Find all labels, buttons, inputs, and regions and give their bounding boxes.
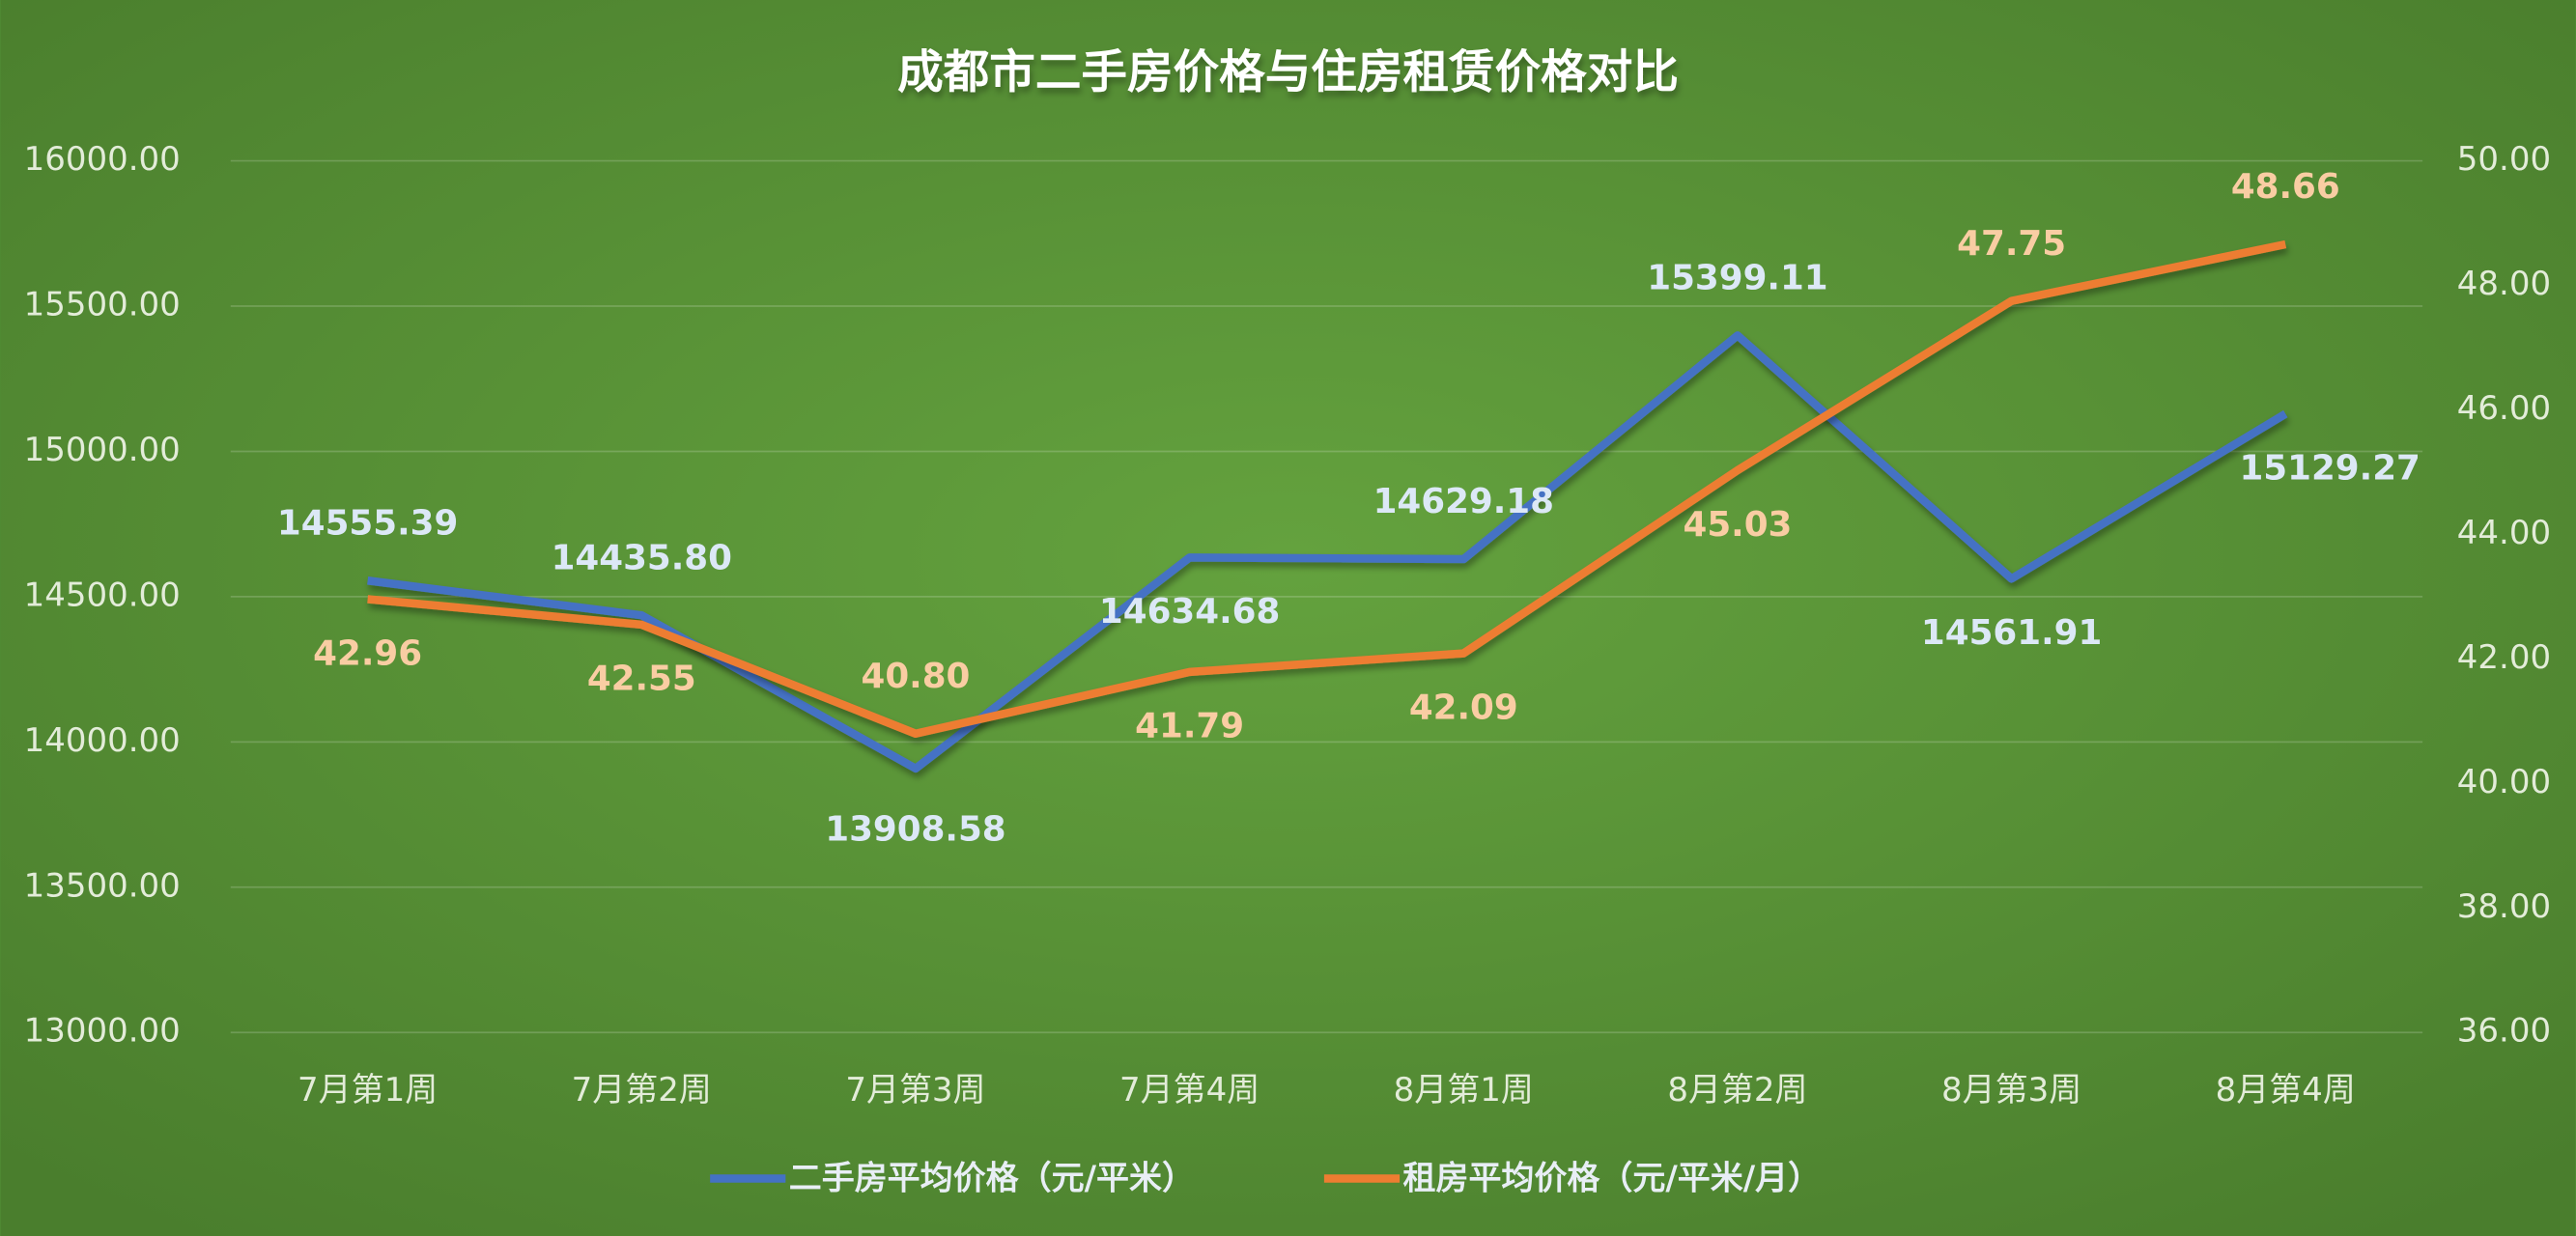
y2-tick-label: 48.00 xyxy=(2457,265,2551,303)
y2-tick-label: 44.00 xyxy=(2457,514,2551,552)
y2-tick-label: 46.00 xyxy=(2457,389,2551,428)
y-tick-label: 16000.00 xyxy=(24,140,181,179)
data-label: 40.80 xyxy=(862,657,971,696)
x-tick-label: 8月第1周 xyxy=(1394,1071,1534,1110)
data-label: 48.66 xyxy=(2231,167,2340,207)
data-label: 14555.39 xyxy=(277,503,458,543)
legend-label: 租房平均价格（元/平米/月） xyxy=(1402,1160,1821,1198)
data-label: 14435.80 xyxy=(552,538,732,577)
data-label: 15129.27 xyxy=(2239,448,2420,488)
data-label: 45.03 xyxy=(1683,505,1792,545)
x-tick-label: 8月第4周 xyxy=(2216,1071,2356,1110)
y-tick-label: 15500.00 xyxy=(24,286,181,324)
data-label: 15399.11 xyxy=(1647,259,1827,298)
x-tick-label: 8月第3周 xyxy=(1941,1071,2081,1110)
data-label: 13908.58 xyxy=(825,809,1005,849)
y-tick-label: 13000.00 xyxy=(24,1012,181,1051)
x-tick-label: 7月第2周 xyxy=(572,1071,712,1110)
x-tick-label: 7月第4周 xyxy=(1119,1071,1260,1110)
data-label: 42.55 xyxy=(587,660,696,699)
y2-tick-label: 42.00 xyxy=(2457,638,2551,677)
y-tick-label: 14500.00 xyxy=(24,576,181,614)
x-tick-label: 8月第2周 xyxy=(1667,1071,1807,1110)
y-tick-label: 15000.00 xyxy=(24,431,181,469)
y2-tick-label: 36.00 xyxy=(2457,1012,2551,1051)
x-tick-label: 7月第3周 xyxy=(845,1071,985,1110)
legend-label: 二手房平均价格（元/平米） xyxy=(789,1160,1195,1198)
series-line xyxy=(367,239,2287,738)
y2-tick-label: 38.00 xyxy=(2457,887,2551,926)
y-tick-label: 13500.00 xyxy=(24,866,181,905)
y-tick-label: 14000.00 xyxy=(24,721,181,760)
chart-title: 成都市二手房价格与住房租赁价格对比 xyxy=(897,46,1679,99)
data-label: 14634.68 xyxy=(1099,592,1280,632)
data-label: 42.09 xyxy=(1409,688,1518,727)
x-tick-label: 7月第1周 xyxy=(297,1071,438,1110)
data-label: 14561.91 xyxy=(1921,613,2102,653)
data-label: 47.75 xyxy=(1957,224,2066,264)
y2-tick-label: 50.00 xyxy=(2457,140,2551,179)
data-label: 41.79 xyxy=(1135,707,1244,746)
data-label: 14629.18 xyxy=(1373,482,1554,521)
y2-tick-label: 40.00 xyxy=(2457,763,2551,801)
data-label: 42.96 xyxy=(313,633,422,673)
